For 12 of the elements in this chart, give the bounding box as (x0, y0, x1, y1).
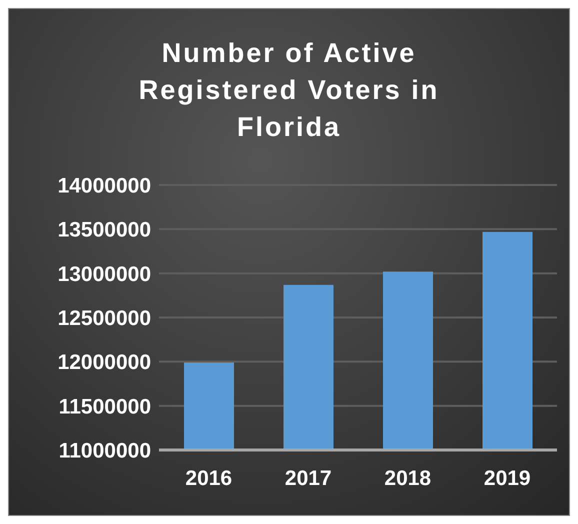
x-tick-label: 2018 (384, 466, 432, 490)
x-tick-label: 2016 (185, 466, 232, 490)
y-tick-label: 12500000 (58, 306, 151, 330)
y-tick-label: 12000000 (58, 351, 151, 374)
y-tick-label: 11000000 (58, 439, 151, 462)
y-tick-label: 14000000 (58, 174, 151, 198)
y-tick-label: 11500000 (58, 395, 151, 418)
x-tick-label: 2017 (284, 466, 332, 490)
chart-title: Number of Active Registered Voters in Florida (138, 37, 440, 144)
y-tick-label: 13000000 (58, 262, 151, 286)
x-tick-label: 2019 (484, 466, 531, 490)
y-tick-label: 13500000 (58, 218, 151, 242)
